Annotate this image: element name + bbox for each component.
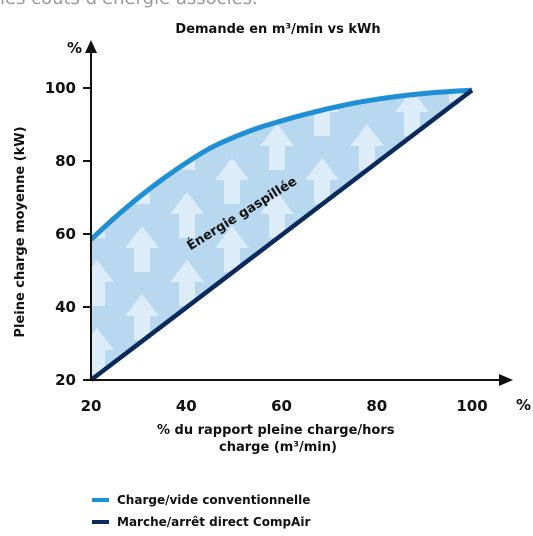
up-arrow-shape xyxy=(215,90,249,136)
x-tick-label: 100 xyxy=(456,397,487,415)
legend-label-conventional: Charge/vide conventionnelle xyxy=(117,493,311,507)
up-arrow-shape xyxy=(170,260,204,306)
up-arrow-shape xyxy=(440,0,474,34)
up-arrow-shape xyxy=(125,90,159,136)
chart-title: Demande en m³/min vs kWh xyxy=(175,22,380,37)
series-conventional-line xyxy=(89,87,473,242)
up-arrow-shape xyxy=(305,158,339,204)
legend-swatch-direct xyxy=(92,520,109,524)
up-arrow-shape xyxy=(485,22,519,68)
x-tick-label: 80 xyxy=(366,397,387,415)
legend-label-direct: Marche/arrêt direct CompAir xyxy=(117,515,311,529)
y-tick-label: 20 xyxy=(55,371,76,389)
x-axis-label-line2: charge (m³/min) xyxy=(219,440,337,455)
up-arrow-shape xyxy=(305,362,339,380)
up-arrow-shape xyxy=(215,158,249,204)
up-arrow-shape xyxy=(350,192,384,238)
x-axis-label: % du rapport pleine charge/hors charge (… xyxy=(157,423,399,455)
up-arrow-shape xyxy=(260,124,294,170)
up-arrow-shape xyxy=(170,192,204,238)
up-arrow-shape xyxy=(485,90,519,136)
up-arrow-shape xyxy=(170,328,204,374)
cropped-caption-text: les coûts d'énergie associés. xyxy=(0,0,258,9)
up-arrow-shape xyxy=(350,90,384,102)
up-arrow-shape xyxy=(260,328,294,374)
up-arrow-shape xyxy=(350,124,384,170)
up-arrow-shape xyxy=(260,90,294,102)
legend-item-conventional: Charge/vide conventionnelle xyxy=(92,493,310,507)
up-arrow-shape xyxy=(395,22,429,68)
up-arrow-shape xyxy=(395,294,429,340)
y-axis-arrowhead xyxy=(85,40,97,53)
up-arrow-shape xyxy=(395,158,429,204)
x-tick-label: 60 xyxy=(271,397,292,415)
up-arrow-shape xyxy=(305,226,339,272)
up-arrow-shape xyxy=(260,260,294,306)
up-arrow-shape xyxy=(305,294,339,340)
up-arrow-shape xyxy=(215,294,249,340)
up-arrow-shape xyxy=(170,90,204,102)
up-arrow-shape xyxy=(440,260,472,306)
up-arrow-shape xyxy=(350,260,384,306)
up-arrow-shape xyxy=(395,90,429,136)
y-axis-label: Pleine charge moyenne (kW) xyxy=(13,126,28,337)
x-tick-label: 20 xyxy=(81,397,102,415)
up-arrow-shape xyxy=(125,362,159,380)
up-arrow-shape xyxy=(260,192,294,238)
series-direct-line xyxy=(89,88,474,382)
up-arrow-shape xyxy=(440,124,472,170)
up-arrow-shape xyxy=(485,226,519,272)
legend-swatch-conventional xyxy=(92,498,109,502)
y-tick-label: 60 xyxy=(55,225,76,243)
up-arrow-shape xyxy=(125,294,159,340)
legend-item-direct: Marche/arrêt direct CompAir xyxy=(92,515,310,529)
y-tick-label: 80 xyxy=(55,152,76,170)
x-unit-label: % xyxy=(516,396,531,414)
up-arrow-shape xyxy=(91,90,114,102)
up-arrow-shape xyxy=(395,362,429,380)
y-unit-label: % xyxy=(67,39,82,57)
up-arrow-shape xyxy=(215,226,249,272)
up-arrow-shape xyxy=(395,226,429,272)
up-arrow-shape xyxy=(125,226,159,272)
up-arrow-shape xyxy=(485,294,519,340)
up-arrow-shape xyxy=(125,22,159,68)
x-axis-label-line1: % du rapport pleine charge/hors xyxy=(157,423,395,438)
demand-chart: Demande en m³/min vs kWh 20 40 60 80 100 20 4… xyxy=(13,0,531,455)
up-arrow-shape xyxy=(80,0,114,34)
up-arrow-shape xyxy=(215,362,249,380)
x-axis-arrowhead xyxy=(499,374,513,386)
up-arrow-shape xyxy=(91,124,114,170)
up-arrow-shape xyxy=(485,158,519,204)
x-tick-label: 40 xyxy=(176,397,197,415)
up-arrow-shape xyxy=(485,362,519,408)
up-arrow-shape xyxy=(91,328,114,374)
up-arrow-shape xyxy=(91,260,114,306)
up-arrow-shape xyxy=(350,328,384,374)
up-arrow-shape xyxy=(440,192,472,238)
y-tick-label: 40 xyxy=(55,298,76,316)
up-arrow-shape xyxy=(440,328,472,374)
y-tick-label: 100 xyxy=(45,79,76,97)
